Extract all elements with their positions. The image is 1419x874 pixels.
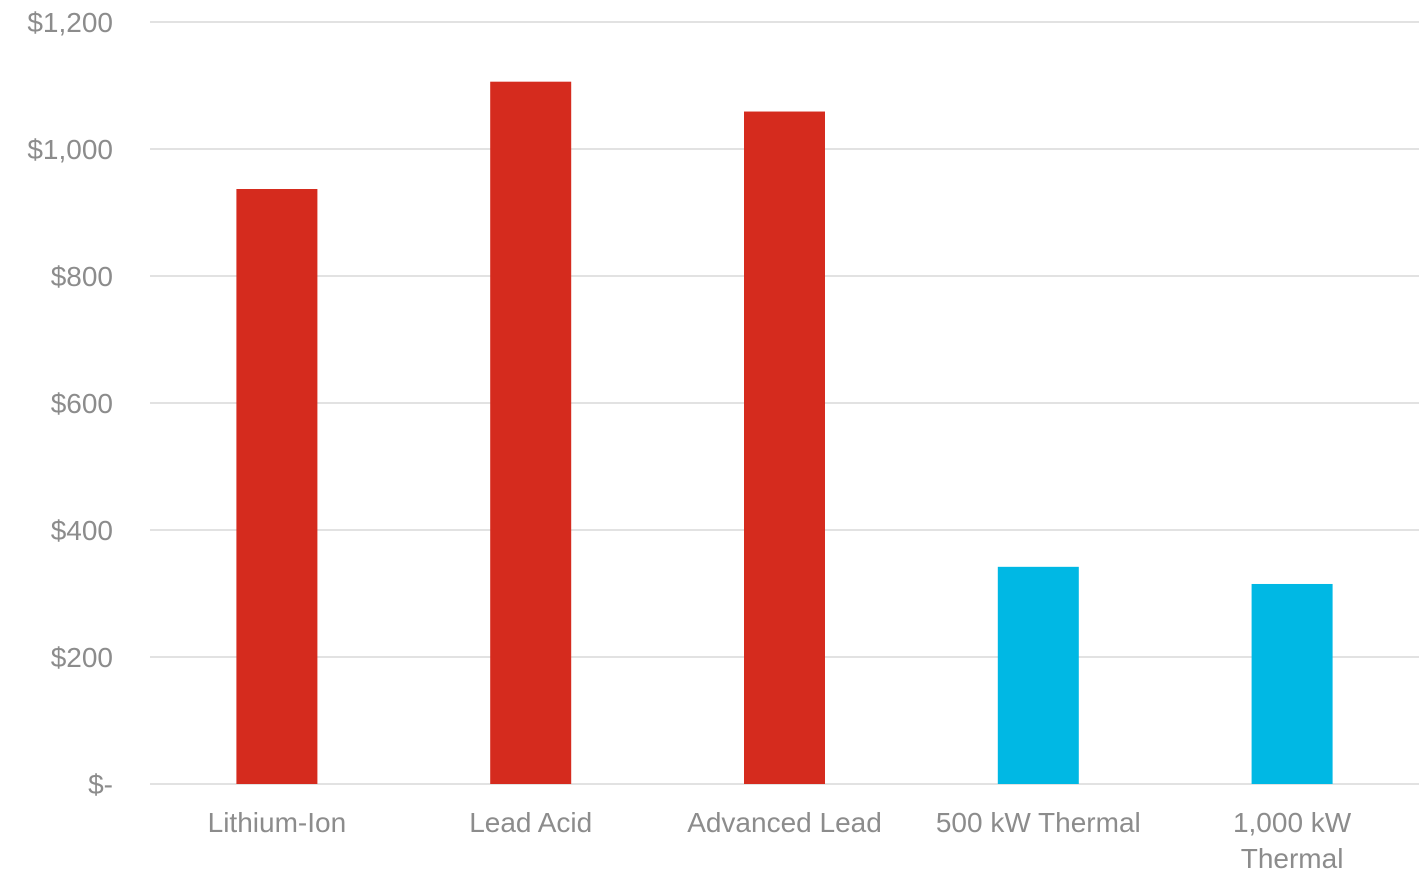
y-tick-label: $400 [51,515,113,546]
bars [236,81,1333,784]
bar [997,566,1079,784]
y-tick-label: $800 [51,261,113,292]
bar [236,189,318,784]
y-axis-tick-labels: $- $200 $400 $600 $800 $1,000 $1,200 [27,7,113,800]
x-category-label: 1,000 kW Thermal [1233,807,1352,869]
x-category-label: Lead Acid [469,807,592,838]
x-axis-category-labels: Lithium-Ion Lead Acid Advanced Lead 500 kW … [208,807,1352,874]
y-tick-label: $- [88,769,113,800]
y-tick-label: $600 [51,388,113,419]
x-category-label: Lithium-Ion [208,807,347,838]
bar [490,81,572,784]
x-category-label: Advanced Lead [687,807,882,838]
bar [1251,583,1333,784]
y-tick-label: $200 [51,642,113,673]
y-tick-label: $1,000 [27,134,113,165]
bar [744,111,825,784]
x-category-label: 500 kW Thermal [936,807,1141,838]
y-tick-label: $1,200 [27,7,113,38]
